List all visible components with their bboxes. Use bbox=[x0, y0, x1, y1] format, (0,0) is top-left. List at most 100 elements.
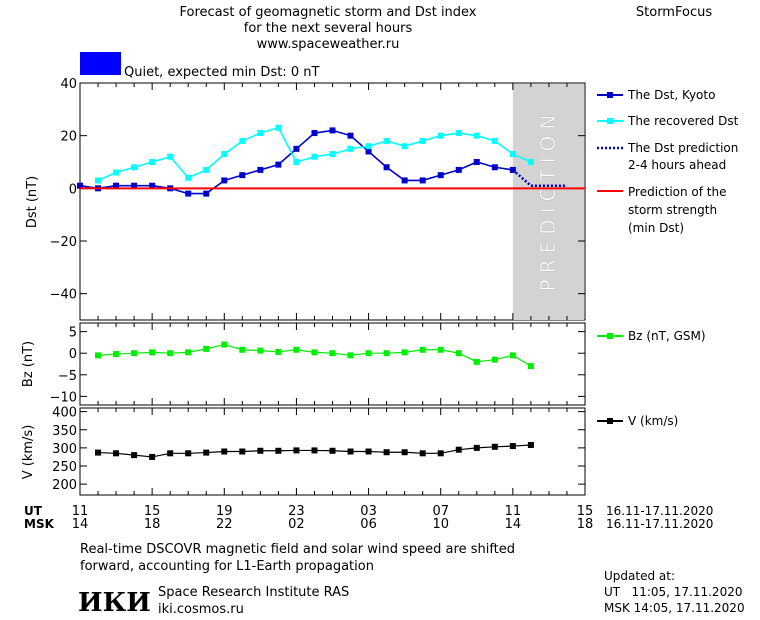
data-point bbox=[455, 350, 462, 357]
data-point bbox=[473, 444, 480, 451]
ut-tick-label: 07 bbox=[432, 504, 449, 519]
data-point bbox=[491, 356, 498, 363]
data-point bbox=[275, 161, 282, 168]
data-point bbox=[347, 352, 354, 359]
y-tick-label: 250 bbox=[52, 460, 77, 475]
data-point bbox=[221, 151, 228, 158]
data-point bbox=[149, 182, 156, 189]
data-point bbox=[95, 352, 102, 359]
data-point bbox=[383, 350, 390, 357]
note-line-1: Real-time DSCOVR magnetic field and sola… bbox=[80, 542, 515, 557]
ut-tick-label: 19 bbox=[216, 504, 233, 519]
y-tick-label: −20 bbox=[50, 235, 77, 250]
time-tick-labels: 11 15 19 23 03 07 11 15 14 18 22 02 06 10 14 18 bbox=[72, 504, 594, 532]
data-point bbox=[167, 153, 174, 160]
data-point bbox=[509, 443, 516, 450]
data-point bbox=[257, 166, 264, 173]
data-point bbox=[329, 350, 336, 357]
data-point bbox=[149, 159, 156, 165]
data-point bbox=[131, 350, 138, 357]
data-point bbox=[329, 151, 336, 158]
data-point bbox=[203, 166, 210, 173]
iki-logo: ИКИ bbox=[78, 588, 151, 618]
data-point bbox=[509, 352, 516, 359]
dst-axis-label: Dst (nT) bbox=[25, 176, 40, 228]
updated-msk: MSK 14:05, 17.11.2020 bbox=[604, 601, 745, 615]
data-point bbox=[221, 448, 228, 455]
y-tick-label: −5 bbox=[58, 369, 77, 384]
y-tick-label: −10 bbox=[50, 390, 77, 405]
msk-tick-label: 10 bbox=[432, 517, 449, 532]
data-point bbox=[509, 151, 516, 158]
y-tick-label: 20 bbox=[60, 130, 77, 145]
prediction-label: PREDICTION bbox=[536, 109, 560, 292]
ut-tick-label: 11 bbox=[72, 504, 89, 519]
data-point bbox=[347, 145, 354, 152]
ut-date-range: 16.11-17.11.2020 bbox=[606, 504, 713, 518]
data-point bbox=[149, 349, 156, 356]
data-point bbox=[185, 174, 192, 181]
data-point bbox=[293, 159, 300, 165]
marks-group bbox=[77, 124, 585, 460]
data-point bbox=[239, 448, 246, 455]
bz-panel-frame bbox=[79, 322, 586, 406]
data-point bbox=[131, 452, 138, 459]
ut-tick-label: 23 bbox=[288, 504, 305, 519]
data-point bbox=[131, 164, 138, 171]
data-point bbox=[311, 447, 318, 454]
data-point bbox=[77, 182, 83, 189]
data-point bbox=[293, 145, 300, 152]
legend-v-label: V (km/s) bbox=[628, 414, 678, 428]
data-point bbox=[419, 450, 426, 457]
data-point bbox=[275, 348, 282, 355]
y-tick-label: 5 bbox=[69, 326, 77, 341]
data-point bbox=[203, 190, 210, 197]
ut-tick-label: 15 bbox=[577, 504, 594, 519]
data-point bbox=[437, 450, 444, 457]
y-tick-label: 0 bbox=[69, 182, 77, 197]
msk-label: MSK bbox=[24, 517, 55, 531]
data-point bbox=[491, 164, 498, 171]
source-url: www.spaceweather.ru bbox=[257, 37, 400, 52]
status-swatch bbox=[80, 52, 121, 75]
institute-name: Space Research Institute RAS bbox=[158, 585, 349, 600]
data-point bbox=[437, 172, 444, 179]
data-point bbox=[437, 132, 444, 139]
series-line bbox=[512, 168, 567, 187]
data-point bbox=[113, 351, 120, 358]
data-point bbox=[329, 447, 336, 454]
data-point bbox=[113, 169, 120, 176]
data-point bbox=[401, 449, 408, 456]
data-point bbox=[401, 143, 408, 150]
status-text: Quiet, expected min Dst: 0 nT bbox=[124, 65, 319, 80]
legend-storm-label-1: Prediction of the bbox=[628, 185, 727, 199]
msk-tick-label: 06 bbox=[360, 517, 377, 532]
prediction-region bbox=[512, 84, 584, 320]
data-point bbox=[149, 453, 156, 460]
data-point bbox=[437, 346, 444, 353]
data-point bbox=[275, 447, 282, 454]
data-point bbox=[293, 346, 300, 353]
data-point bbox=[473, 132, 480, 139]
data-point bbox=[473, 358, 480, 365]
note-line-2: forward, accounting for L1-Earth propaga… bbox=[80, 559, 374, 574]
ut-tick-label: 15 bbox=[144, 504, 161, 519]
data-point bbox=[365, 448, 372, 455]
data-point bbox=[419, 137, 426, 144]
data-point bbox=[527, 441, 534, 448]
legend-recovered-marker bbox=[607, 118, 613, 124]
legend-bz-label: Bz (nT, GSM) bbox=[628, 329, 706, 343]
data-point bbox=[383, 449, 390, 456]
data-point bbox=[527, 159, 534, 165]
data-point bbox=[257, 347, 264, 354]
y-tick-label: −40 bbox=[50, 288, 77, 303]
data-point bbox=[365, 350, 372, 357]
data-point bbox=[221, 341, 228, 348]
y-tick-label: 400 bbox=[52, 406, 77, 421]
v-axis-label: V (km/s) bbox=[21, 425, 36, 480]
data-point bbox=[419, 177, 426, 184]
legend: The Dst, Kyoto The recovered Dst The Dst… bbox=[597, 88, 739, 428]
data-point bbox=[473, 159, 480, 165]
